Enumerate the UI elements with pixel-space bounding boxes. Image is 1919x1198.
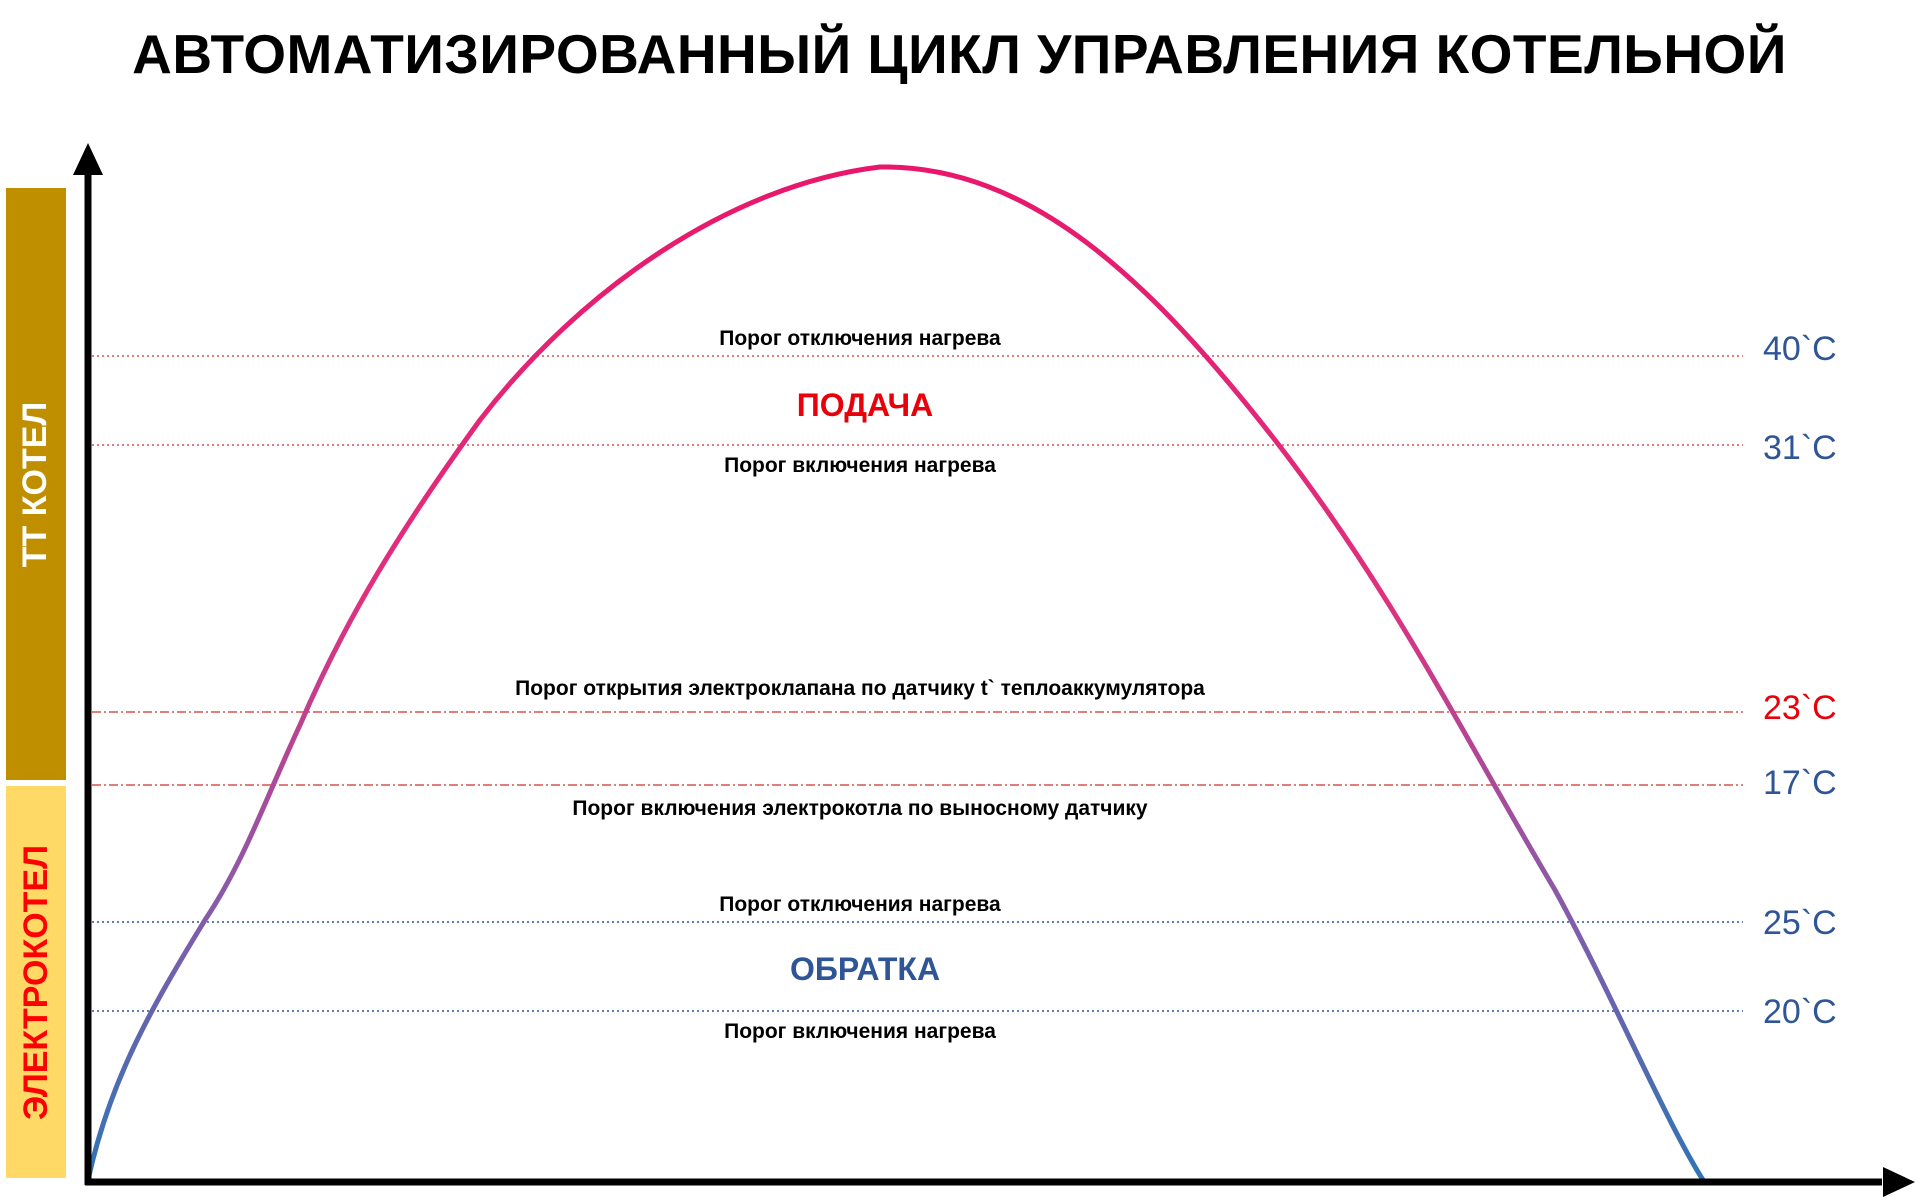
y-axis-arrow-icon	[73, 143, 103, 175]
tt-boiler-bar: ТТ КОТЕЛ	[6, 188, 66, 780]
threshold-label-return-off: Порог отключения нагрева	[719, 893, 1001, 916]
temp-value-supply-on: 31`C	[1763, 429, 1837, 467]
threshold-label-supply-on: Порог включения нагрева	[724, 454, 996, 477]
temp-value-electric-on: 17`C	[1763, 764, 1837, 802]
temperature-curve	[85, 164, 1706, 1182]
threshold-label-supply-off: Порог отключения нагрева	[719, 327, 1001, 350]
section-supply-label: ПОДАЧА	[797, 387, 934, 423]
threshold-label-return-on: Порог включения нагрева	[724, 1020, 996, 1043]
temp-value-return-on: 20`C	[1763, 993, 1837, 1031]
threshold-label-electric-on: Порог включения электрокотла по выносном…	[572, 797, 1148, 820]
section-return-label: ОБРАТКА	[790, 951, 940, 987]
temp-value-return-off: 25`C	[1763, 904, 1837, 942]
page-title: АВТОМАТИЗИРОВАННЫЙ ЦИКЛ УПРАВЛЕНИЯ КОТЕЛ…	[132, 23, 1787, 85]
temp-value-valve-open: 23`C	[1763, 689, 1837, 727]
temp-value-supply-off: 40`C	[1763, 330, 1837, 368]
x-axis-arrow-icon	[1883, 1167, 1915, 1197]
threshold-label-valve-open: Порог открытия электроклапана по датчику…	[515, 677, 1205, 700]
electric-boiler-bar: ЭЛЕКТРОКОТЕЛ	[6, 786, 66, 1178]
